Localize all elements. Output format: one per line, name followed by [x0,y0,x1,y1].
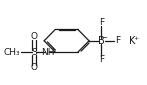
Text: CH₃: CH₃ [4,48,21,57]
Text: O: O [31,63,38,72]
Text: NH: NH [41,48,54,57]
Text: −: − [102,35,107,41]
Text: O: O [31,32,38,41]
Text: +: + [133,36,138,41]
Text: K: K [129,36,135,46]
Text: F: F [99,18,104,27]
Text: F: F [115,36,121,45]
Text: F: F [99,55,104,64]
Text: S: S [31,48,37,57]
Text: B: B [98,36,105,46]
